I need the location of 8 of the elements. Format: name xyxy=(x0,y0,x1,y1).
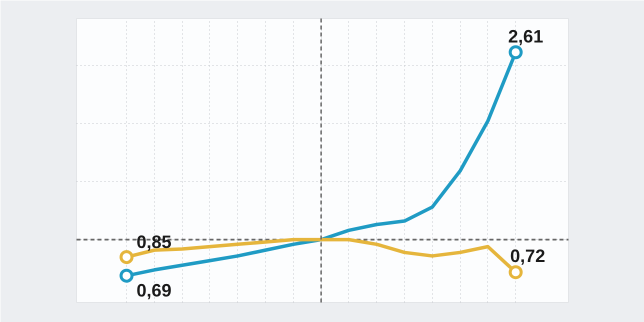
point xyxy=(508,45,523,60)
data-label: 0,85 xyxy=(136,232,172,252)
point xyxy=(120,268,134,283)
data-label: 2,61 xyxy=(508,26,544,46)
point xyxy=(120,250,134,264)
data-label: 0,69 xyxy=(136,280,172,301)
point xyxy=(508,265,523,280)
data-label: 0,72 xyxy=(510,246,546,266)
